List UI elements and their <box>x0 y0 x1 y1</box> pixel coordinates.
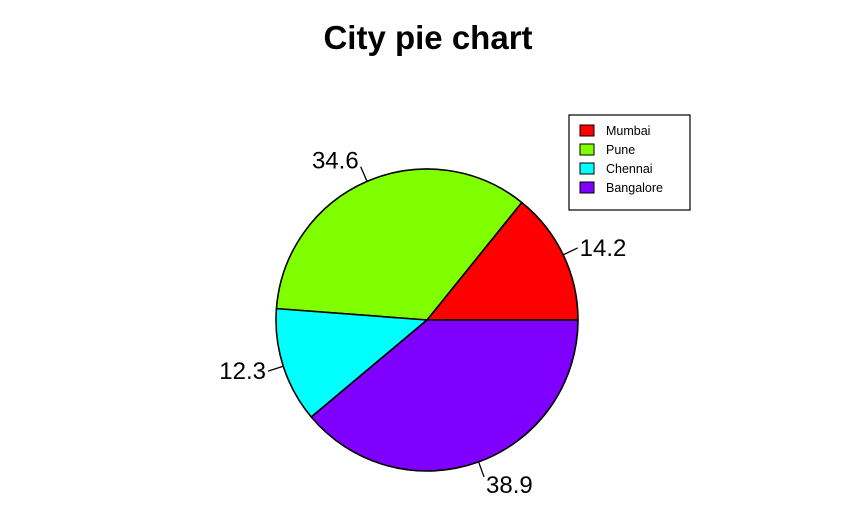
value-label-chennai: 12.3 <box>219 358 266 385</box>
pie-slice-bangalore <box>310 319 579 472</box>
legend-label-bangalore: Bangalore <box>606 181 663 195</box>
leader-line-bangalore <box>477 461 485 478</box>
legend-label-chennai: Chennai <box>606 162 653 176</box>
leader-line-mumbai <box>562 247 578 256</box>
legend-label-mumbai: Mumbai <box>606 124 650 138</box>
legend-swatch-pune <box>579 143 595 156</box>
pie-slices <box>275 168 579 472</box>
legend-swatch-mumbai <box>579 124 595 137</box>
pie-slice-chennai <box>275 307 428 418</box>
value-label-bangalore: 38.9 <box>486 472 533 499</box>
legend-swatch-bangalore <box>579 181 595 194</box>
pie-slice-pune <box>275 168 523 321</box>
legend: Mumbai Pune Chennai Bangalore <box>568 114 691 211</box>
chart-title: City pie chart <box>323 19 533 56</box>
leader-line-pune <box>360 166 368 182</box>
value-label-pune: 34.6 <box>312 148 359 175</box>
value-label-mumbai: 14.2 <box>580 235 627 262</box>
leader-line-chennai <box>267 365 284 372</box>
legend-label-pune: Pune <box>606 143 635 157</box>
pie-value-labels: 14.2 34.6 12.3 38.9 <box>219 148 626 499</box>
legend-swatch-chennai <box>579 162 595 175</box>
